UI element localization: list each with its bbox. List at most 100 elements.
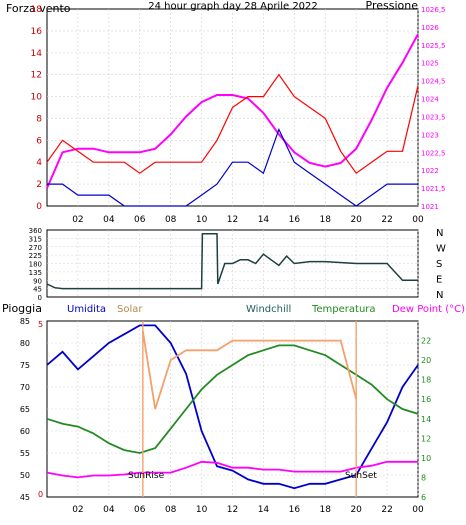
right-tick-label: 1025 xyxy=(421,60,439,68)
x-tick-label: 10 xyxy=(196,215,208,225)
temperature-tick-label: 16 xyxy=(421,395,431,404)
temperature-tick-label: 8 xyxy=(421,473,426,482)
temperature-tick-label: 12 xyxy=(421,434,431,443)
temperature-tick-label: 18 xyxy=(421,376,431,385)
rain-tick-label: 0 xyxy=(38,490,43,499)
right-tick-label: 1023 xyxy=(421,131,439,139)
left-tick-label: 4 xyxy=(36,158,42,168)
temperature-tick-label: 6 xyxy=(421,493,426,502)
x-tick-label: 16 xyxy=(289,505,301,515)
sunrise-label: SunRise xyxy=(128,471,165,481)
temperature-tick-label: 14 xyxy=(421,415,431,424)
humidity-tick-label: 45 xyxy=(20,493,30,502)
wind-pressure-panel: Forza vento 24 hour graph day 28 Aprile … xyxy=(6,0,446,225)
compass-label: N xyxy=(436,228,443,239)
right-tick-label: 1021 xyxy=(421,203,439,211)
temperature-humidity-panel: Pioggia Umidita Solar Windchill Temperatura… xyxy=(2,302,465,515)
left-tick-label: 6 xyxy=(36,136,42,146)
x-tick-label: 22 xyxy=(381,505,392,515)
left-tick-label: 14 xyxy=(31,49,43,59)
rain-tick-label: 5 xyxy=(38,320,43,329)
left-tick-label: 2 xyxy=(36,180,42,190)
rain-axis-title: Pioggia xyxy=(2,302,42,315)
left-tick-label: 16 xyxy=(31,27,43,37)
x-tick-label: 16 xyxy=(289,215,301,225)
humidity-tick-label: 50 xyxy=(20,471,30,480)
x-tick-label: 12 xyxy=(227,505,238,515)
humidity-tick-label: 65 xyxy=(20,405,30,414)
x-tick-label: 08 xyxy=(165,215,177,225)
humidity-tick-label: 75 xyxy=(20,361,30,370)
temperature-tick-label: 22 xyxy=(421,337,431,346)
direction-tick-label: 0 xyxy=(38,294,42,302)
left-tick-label: 0 xyxy=(36,202,42,212)
direction-tick-label: 225 xyxy=(29,252,42,260)
humidity-tick-label: 80 xyxy=(20,339,30,348)
right-tick-label: 1026,5 xyxy=(421,6,446,14)
right-tick-label: 1026 xyxy=(421,24,439,32)
wind-speed-line xyxy=(47,127,418,207)
right-tick-label: 1025,5 xyxy=(421,42,446,50)
right-tick-label: 1021,5 xyxy=(421,185,446,193)
pressure-line xyxy=(46,33,419,189)
x-tick-label: 14 xyxy=(258,505,270,515)
x-tick-label: 00 xyxy=(412,505,424,515)
legend-entry: Windchill xyxy=(246,304,291,315)
direction-tick-label: 270 xyxy=(29,244,42,252)
direction-tick-label: 360 xyxy=(29,227,42,235)
x-tick-label: 20 xyxy=(350,215,362,225)
compass-label: S xyxy=(436,259,442,270)
x-tick-label: 08 xyxy=(165,505,177,515)
left-tick-label: 10 xyxy=(31,93,43,103)
compass-label: W xyxy=(436,244,446,255)
humidity-tick-label: 60 xyxy=(20,427,30,436)
sunset-label: SunSet xyxy=(345,471,377,481)
x-tick-label: 20 xyxy=(350,505,362,515)
pressure-axis-title: Pressione xyxy=(366,0,419,12)
x-tick-label: 18 xyxy=(320,215,332,225)
legend-entry: Temperatura xyxy=(311,304,376,315)
legend-entry: Umidita xyxy=(67,304,106,315)
x-tick-label: 06 xyxy=(134,505,146,515)
legend-entry: Dew Point (°C) xyxy=(392,304,465,315)
right-tick-label: 1023,5 xyxy=(421,113,446,121)
humidity-tick-label: 85 xyxy=(20,317,30,326)
x-tick-label: 02 xyxy=(72,505,83,515)
compass-label: N xyxy=(436,290,443,301)
x-tick-label: 04 xyxy=(103,505,115,515)
right-tick-label: 1024,5 xyxy=(421,78,446,86)
direction-tick-label: 135 xyxy=(29,269,42,277)
x-tick-label: 10 xyxy=(196,505,208,515)
compass-label: E xyxy=(436,275,442,286)
direction-tick-label: 180 xyxy=(29,261,42,269)
wind-gust-line xyxy=(46,73,419,175)
solar-line xyxy=(141,330,358,410)
chart-title: 24 hour graph day 28 Aprile 2022 xyxy=(148,1,318,12)
right-tick-label: 1022,5 xyxy=(421,149,446,157)
x-tick-label: 06 xyxy=(134,215,146,225)
x-tick-label: 04 xyxy=(103,215,115,225)
x-tick-label: 18 xyxy=(320,505,332,515)
wind-direction-line xyxy=(46,232,418,290)
temperature-tick-label: 10 xyxy=(421,454,431,463)
humidity-tick-label: 70 xyxy=(20,383,30,392)
x-tick-label: 22 xyxy=(381,215,392,225)
wind-axis-title: Forza vento xyxy=(6,2,71,15)
direction-tick-label: 45 xyxy=(33,286,42,294)
humidity-tick-label: 55 xyxy=(20,449,30,458)
x-tick-label: 00 xyxy=(412,215,424,225)
legend-entry: Solar xyxy=(117,304,143,315)
direction-tick-label: 315 xyxy=(29,235,42,243)
direction-tick-label: 90 xyxy=(33,277,42,285)
x-tick-label: 14 xyxy=(258,215,270,225)
left-tick-label: 18 xyxy=(31,5,43,15)
x-tick-label: 12 xyxy=(227,215,238,225)
x-tick-label: 02 xyxy=(72,215,83,225)
right-tick-label: 1022 xyxy=(421,167,439,175)
left-tick-label: 8 xyxy=(36,114,42,124)
right-tick-label: 1024 xyxy=(421,96,439,104)
left-tick-label: 12 xyxy=(31,71,42,81)
